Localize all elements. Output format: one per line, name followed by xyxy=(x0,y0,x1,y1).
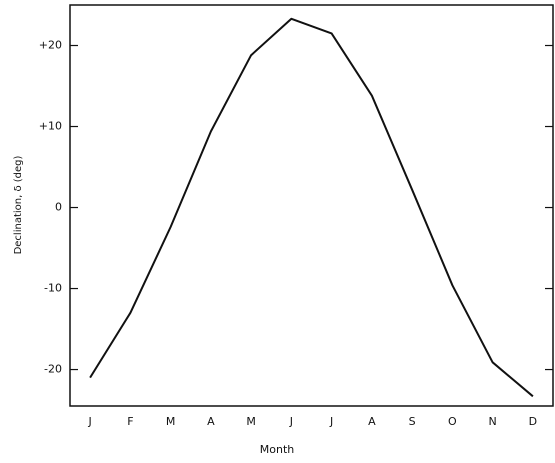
y-tick-label: -10 xyxy=(44,282,62,295)
x-tick-label: F xyxy=(127,415,133,428)
x-tick-label: O xyxy=(448,415,457,428)
y-axis-label: Declination, δ (deg) xyxy=(13,155,24,254)
y-tick-label: 0 xyxy=(55,201,62,214)
x-tick-label: J xyxy=(88,415,92,428)
x-tick-label: J xyxy=(289,415,293,428)
x-tick-label: A xyxy=(368,415,376,428)
x-tick-label: S xyxy=(409,415,416,428)
x-tick-label: J xyxy=(329,415,333,428)
x-tick-label: M xyxy=(246,415,256,428)
x-axis-label: Month xyxy=(260,443,295,456)
x-tick-label: D xyxy=(529,415,537,428)
x-tick-label: M xyxy=(166,415,176,428)
y-tick-label: -20 xyxy=(44,363,62,376)
x-tick-label: A xyxy=(207,415,215,428)
y-tick-label: +20 xyxy=(39,39,62,52)
y-tick-label: +10 xyxy=(39,120,62,133)
series-line xyxy=(89,17,534,398)
x-tick-label: N xyxy=(489,415,497,428)
plot-frame xyxy=(69,4,554,407)
